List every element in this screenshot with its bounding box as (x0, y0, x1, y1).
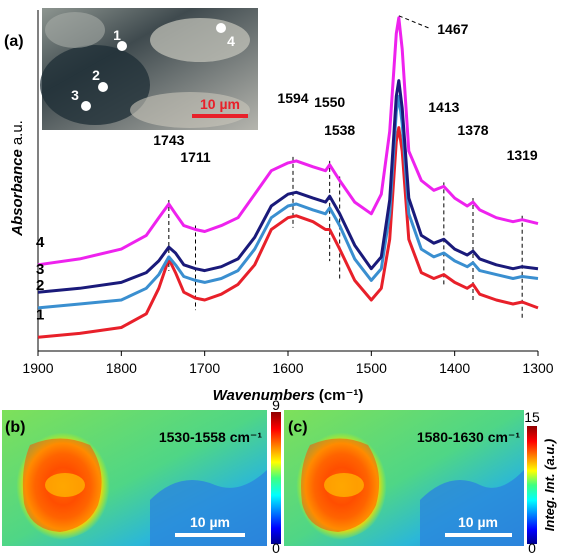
peak-line-1467 (398, 15, 430, 29)
y-axis-title: Absorbancea.u. (9, 120, 26, 237)
heatmap-b-lowregion (150, 470, 267, 546)
x-tick-label: 1700 (189, 360, 220, 376)
colorbar-c-title: Integ. Int. (a.u.) (542, 439, 557, 531)
series-line-1 (37, 126, 539, 339)
panel-a-label: (a) (4, 33, 24, 50)
x-tick-label: 1800 (106, 360, 137, 376)
inset-marker-2 (98, 82, 108, 92)
peak-label-1378: 1378 (457, 122, 488, 138)
panel-b-scalebar-label: 10 µm (190, 514, 230, 530)
series-label-2: 2 (36, 277, 44, 294)
colorbar-b-max: 9 (272, 397, 280, 413)
colorbar-c-min: 0 (528, 540, 536, 554)
peak-label-1467: 1467 (437, 21, 468, 37)
peak-label-1711: 1711 (180, 149, 211, 165)
colorbar-b-min: 0 (272, 540, 280, 554)
x-tick-label: 1400 (439, 360, 470, 376)
series-line-2 (37, 94, 539, 310)
series-label-4: 4 (36, 234, 45, 251)
x-tick-label: 1500 (356, 360, 387, 376)
panel-b-title: 1530-1558 cm⁻¹ (159, 429, 262, 445)
inset-marker-4 (216, 23, 226, 33)
series-number-labels: 1 23 4 (36, 234, 45, 324)
inset-marker-label-1: 1 (113, 27, 121, 43)
peak-label-1594: 1594 (277, 90, 308, 106)
inset-marker-label-4: 4 (227, 33, 235, 49)
panel-c-title: 1580-1630 cm⁻¹ (417, 429, 520, 445)
peak-label-1413: 1413 (428, 99, 459, 115)
panel-c-label: (c) (288, 419, 308, 436)
inset-marker-3 (81, 101, 91, 111)
inset-microscope-image: 1 23 4 10 µm (40, 8, 258, 130)
x-tick-label: 1900 (22, 360, 53, 376)
inset-marker-group: 1 23 4 (71, 23, 235, 111)
inset-marker-label-3: 3 (71, 87, 79, 103)
peak-label-1550: 1550 (314, 94, 345, 110)
heatmap-c-lowregion (420, 470, 524, 546)
peak-label-1319: 1319 (507, 147, 538, 163)
series-line-3 (37, 79, 539, 294)
panel-c-scalebar-label: 10 µm (458, 514, 498, 530)
inset-marker-label-2: 2 (92, 67, 100, 83)
peak-label-1538: 1538 (324, 122, 355, 138)
peak-label-1743: 1743 (153, 132, 184, 148)
spectra-series (37, 16, 539, 339)
panel-a-spectra: (a) 1900 1800 1700 1600 1500 1400 1300 Wavenum… (4, 8, 554, 404)
x-tick-group: 1900 1800 1700 1600 1500 1400 1300 (22, 351, 554, 376)
colorbar-c-max: 15 (524, 409, 540, 425)
inset-marker-1 (117, 41, 127, 51)
colorbar-c (527, 426, 537, 544)
series-label-1: 1 (36, 306, 44, 323)
series-label-3: 3 (36, 261, 44, 278)
colorbar-b (271, 412, 281, 544)
x-axis-title: Wavenumbers (cm⁻¹) (213, 387, 364, 404)
x-tick-label: 1600 (272, 360, 303, 376)
panel-b-heatmap: (b) 1530-1558 cm⁻¹ 10 µm 9 0 (2, 397, 281, 554)
x-tick-label: 1300 (522, 360, 553, 376)
panel-b-label: (b) (5, 419, 25, 436)
panel-c-heatmap: (c) 1580-1630 cm⁻¹ 10 µm 15 0 Integ. Int… (284, 409, 557, 554)
inset-scalebar-label: 10 µm (200, 96, 240, 112)
series-line-4 (37, 16, 539, 267)
